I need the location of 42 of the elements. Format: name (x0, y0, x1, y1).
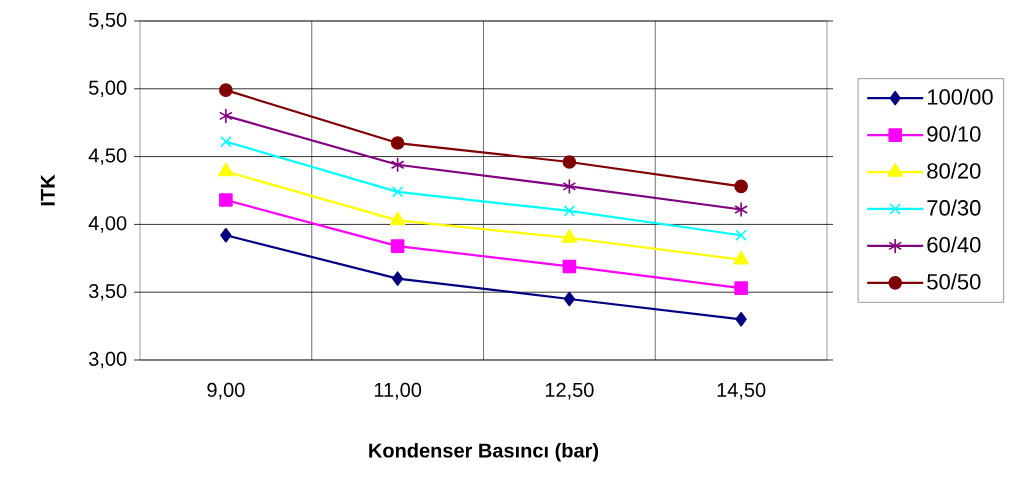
point (735, 229, 747, 241)
y-tick-label: 4,00 (88, 216, 127, 233)
x-tick-label: 14,50 (717, 382, 766, 400)
legend-label: 70/30 (927, 199, 981, 216)
point (562, 259, 577, 274)
y-tick-label: 5,00 (89, 80, 127, 98)
point (390, 136, 405, 150)
legend-label: 80/20 (927, 162, 981, 179)
point (733, 250, 749, 265)
y-tick-label: 4,50 (88, 148, 127, 165)
x-axis-title: Kondenser Basıncı (bar) (369, 442, 599, 462)
point (220, 135, 232, 148)
point (390, 239, 405, 253)
point (219, 83, 233, 97)
point (390, 156, 405, 173)
point (562, 155, 577, 169)
point (220, 227, 232, 243)
point (219, 193, 233, 207)
point (563, 205, 576, 217)
point (734, 179, 748, 194)
point (734, 201, 748, 218)
y-tick-label: 3,50 (88, 283, 127, 301)
point (219, 108, 233, 124)
legend-label: 60/40 (927, 236, 981, 253)
legend-label: 90/10 (927, 125, 981, 142)
point (391, 186, 404, 198)
x-tick-label: 12,50 (545, 382, 594, 400)
x-tick-label: 11,00 (374, 382, 422, 400)
point (734, 281, 748, 295)
y-tick-label: 3,00 (88, 351, 127, 369)
legend-label: 50/50 (927, 273, 981, 290)
point (562, 178, 577, 195)
legend-label: 100/00 (927, 88, 993, 105)
point (735, 312, 747, 327)
y-axis-title: ITK (40, 174, 55, 206)
y-tick-label: 5,50 (89, 12, 127, 30)
point (389, 211, 406, 226)
x-tick-label: 9,00 (207, 382, 245, 400)
point (561, 229, 578, 243)
point (563, 291, 576, 307)
point (391, 271, 404, 286)
point (218, 162, 234, 177)
